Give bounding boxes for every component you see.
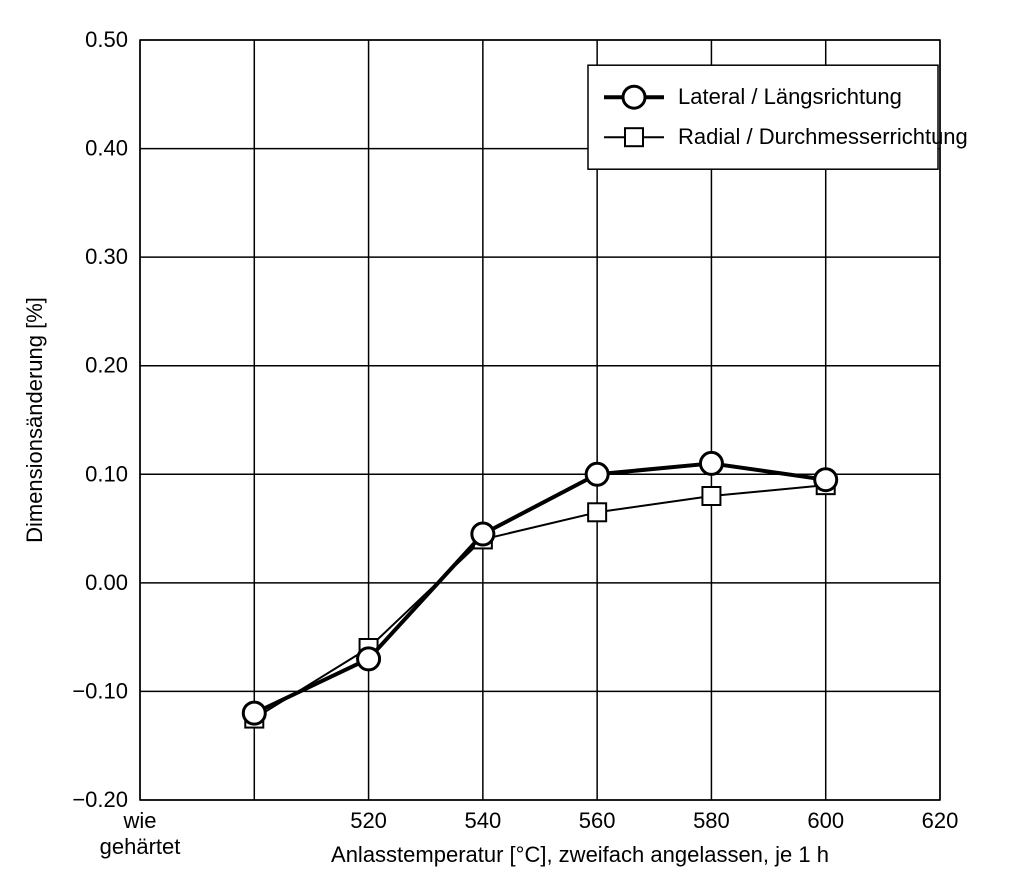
x-tick-label: 540 bbox=[464, 808, 501, 833]
x-tick-label: 560 bbox=[579, 808, 616, 833]
y-tick-label: 0.00 bbox=[85, 570, 128, 595]
y-tick-label: 0.10 bbox=[85, 461, 128, 486]
y-tick-label: −0.10 bbox=[72, 678, 128, 703]
legend-label-radial: Radial / Durchmesserrichtung bbox=[678, 124, 968, 149]
y-tick-label: −0.20 bbox=[72, 787, 128, 812]
x-tick-special-line2: gehärtet bbox=[100, 834, 181, 859]
y-tick-label: 0.40 bbox=[85, 136, 128, 161]
legend: Lateral / Längsrichtung Radial / Durchmes… bbox=[588, 65, 968, 169]
y-axis-label: Dimensionsänderung [%] bbox=[22, 297, 47, 543]
chart-container: 520540560580600620wiegehärtet−0.20−0.100… bbox=[0, 0, 1024, 888]
legend-label-lateral: Lateral / Längsrichtung bbox=[678, 84, 902, 109]
y-tick-label: 0.50 bbox=[85, 27, 128, 52]
x-tick-label: 600 bbox=[807, 808, 844, 833]
x-tick-label: 620 bbox=[922, 808, 959, 833]
x-tick-label: 520 bbox=[350, 808, 387, 833]
y-tick-label: 0.20 bbox=[85, 353, 128, 378]
line-chart: 520540560580600620wiegehärtet−0.20−0.100… bbox=[0, 0, 1024, 888]
x-tick-label: 580 bbox=[693, 808, 730, 833]
x-axis-label: Anlasstemperatur [°C], zweifach angelass… bbox=[331, 842, 829, 867]
y-tick-label: 0.30 bbox=[85, 244, 128, 269]
